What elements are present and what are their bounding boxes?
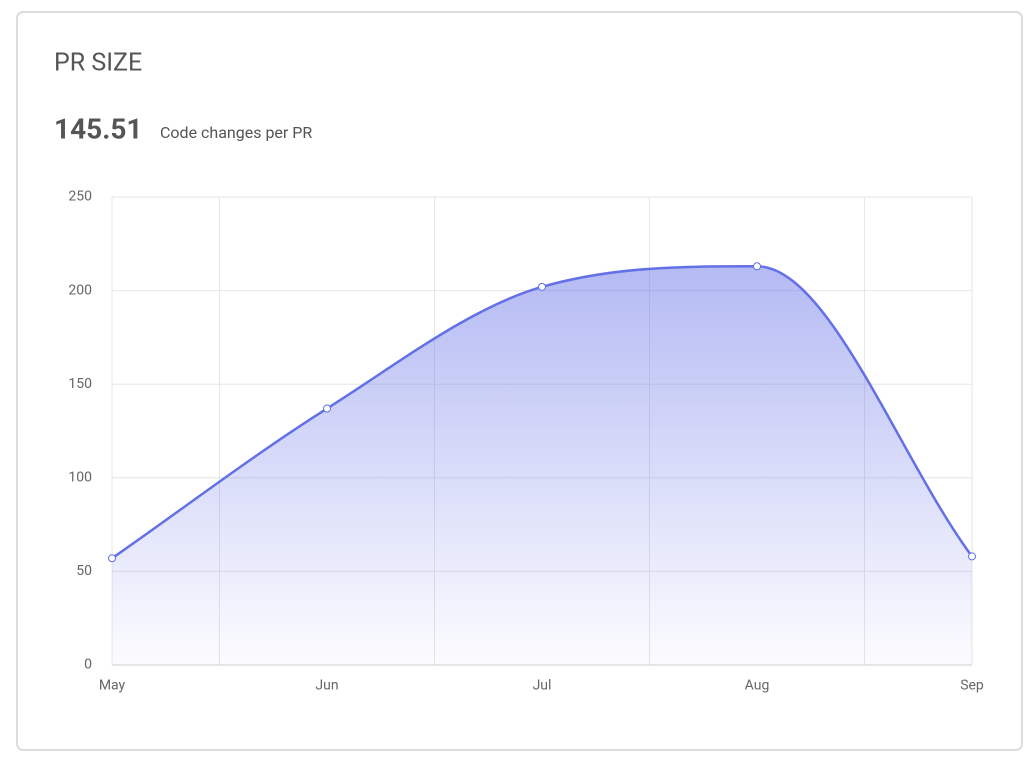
y-tick-label: 100	[68, 470, 92, 486]
y-tick-label: 0	[84, 657, 92, 673]
x-tick-label: Jun	[315, 678, 338, 694]
card-title: PR SIZE	[54, 49, 142, 78]
metric-value: 145.51	[54, 112, 142, 145]
point	[323, 404, 331, 413]
y-tick-label: 200	[68, 282, 92, 298]
x-tick-label: Aug	[745, 678, 770, 694]
point	[968, 552, 976, 561]
y-tick-label: 150	[68, 376, 92, 392]
point	[108, 554, 116, 563]
area-fill	[112, 266, 972, 665]
x-tick-label: Sep	[960, 678, 984, 694]
plot: 0 50 100 150 200 250 May Jun Jul Aug Sep	[68, 189, 984, 694]
metric-label: Code changes per PR	[160, 123, 312, 142]
y-tick-label: 50	[76, 563, 92, 579]
x-tick-label: May	[99, 678, 126, 694]
y-tick-label: 250	[68, 189, 92, 205]
point	[753, 262, 761, 271]
x-tick-label: Jul	[533, 678, 552, 694]
point	[538, 282, 546, 291]
